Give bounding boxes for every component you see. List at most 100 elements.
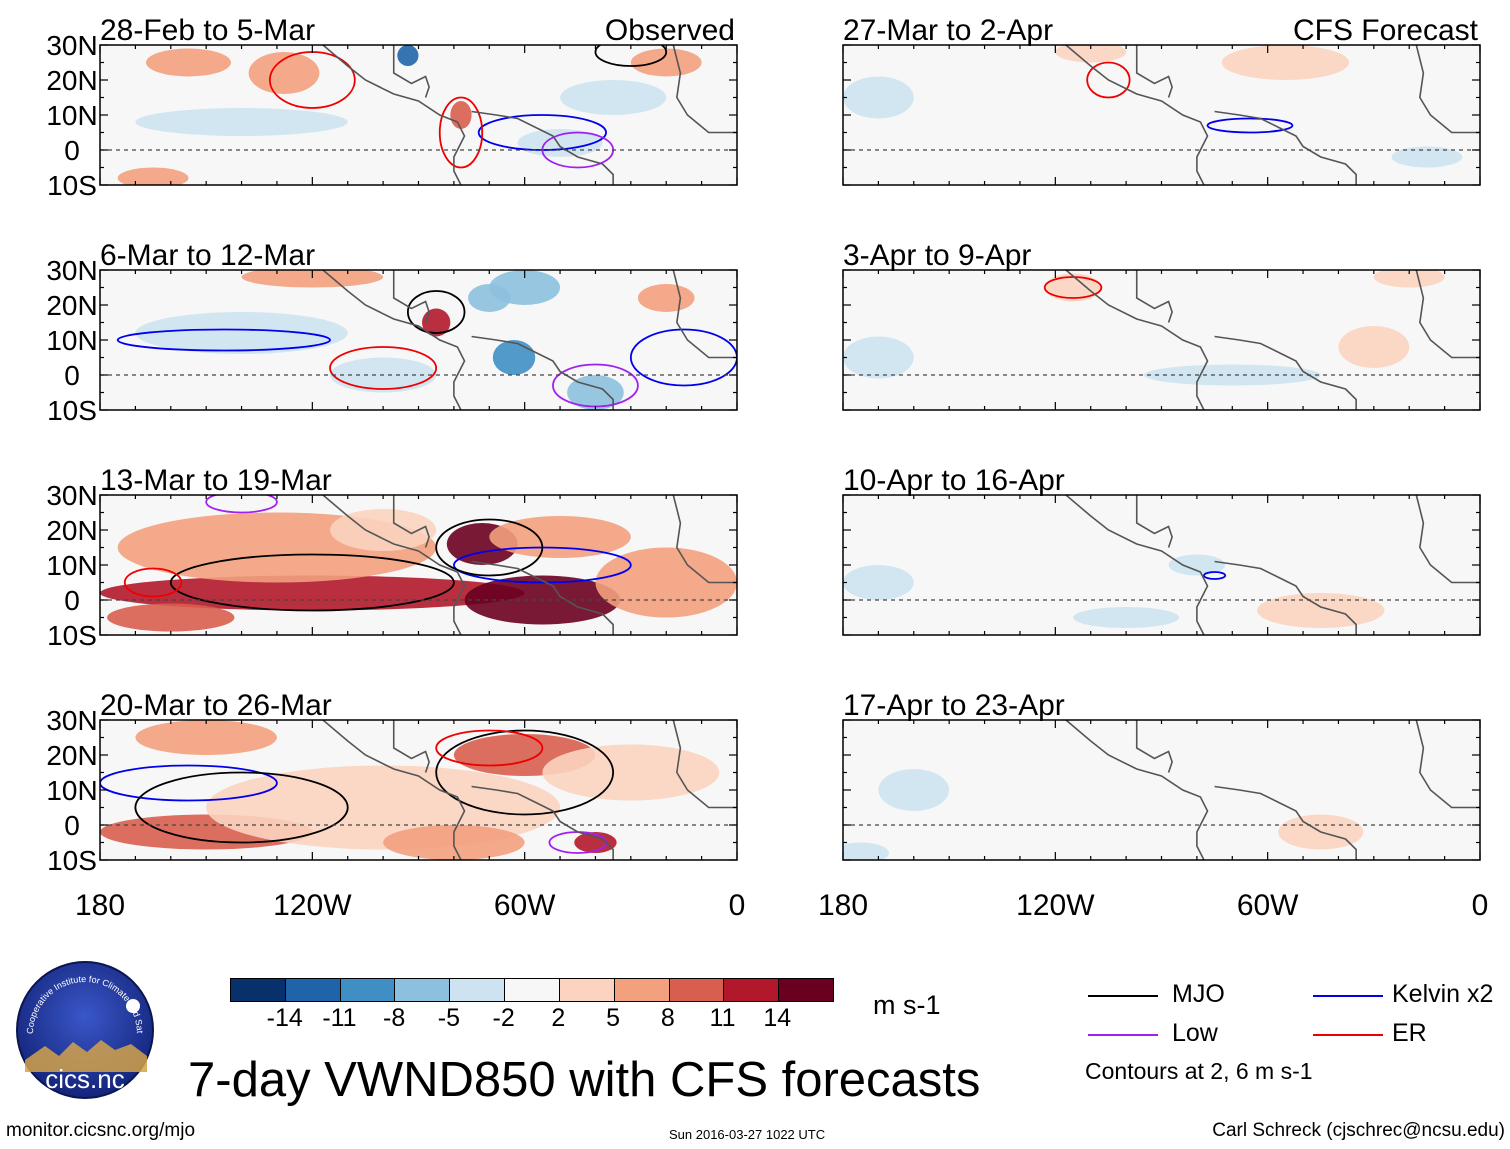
coastline <box>1415 720 1480 809</box>
panel-2: 30N 20N 10N 0 10S 6-Mar to 12-Mar <box>46 239 738 426</box>
y-tick-label: 10N <box>46 550 97 581</box>
coastline <box>672 495 737 584</box>
anomaly-patch <box>422 308 451 337</box>
colorbar-box <box>285 979 341 1001</box>
coastline <box>322 720 466 860</box>
panel-title: 3-Apr to 9-Apr <box>843 239 1031 272</box>
coastline <box>471 785 614 860</box>
anomaly-patch <box>1055 45 1127 63</box>
panel-8: 17-Apr to 23-Apr 180 120W 60W 0 <box>818 689 1488 922</box>
x-tick-label: 0 <box>729 889 746 922</box>
contour-kelvin-x2 <box>1203 571 1227 580</box>
anomaly-patch <box>146 48 231 77</box>
colorbar-label: -11 <box>322 1004 357 1032</box>
anomaly-patch <box>843 336 914 379</box>
colorbar-label: -14 <box>266 1004 303 1032</box>
anomaly-patch <box>1168 554 1226 576</box>
y-tick-label: 10S <box>47 170 97 201</box>
contour-mjo <box>134 771 349 844</box>
contour-er <box>329 346 438 390</box>
anomaly-patch <box>107 603 235 632</box>
contour-mjo <box>435 729 615 816</box>
colorbar <box>230 978 834 1002</box>
anomaly-patch <box>574 832 617 853</box>
anomaly-patch <box>1221 45 1350 80</box>
coastline <box>322 495 466 635</box>
anomaly-patch <box>468 284 511 312</box>
y-tick-label: 30N <box>46 705 97 736</box>
coastline <box>1415 270 1480 359</box>
contour-er <box>1086 61 1131 99</box>
colorbar-box <box>505 979 560 1001</box>
contour-mjo <box>594 45 668 67</box>
panel-title: 6-Mar to 12-Mar <box>100 239 315 272</box>
coastline <box>1135 495 1173 548</box>
contour-er <box>438 96 484 169</box>
y-tick-label: 10S <box>47 845 97 876</box>
footer-url: monitor.cicsnc.org/mjo <box>6 1120 196 1141</box>
anomaly-patch <box>117 167 189 185</box>
colorbar-box <box>231 979 286 1001</box>
colorbar-box <box>340 979 396 1001</box>
x-tick-label: 180 <box>818 889 868 922</box>
y-tick-label: 0 <box>64 135 80 166</box>
y-tick-label: 30N <box>46 480 97 511</box>
anomaly-patch <box>135 312 348 354</box>
contour-er <box>123 567 183 598</box>
y-tick-label: 10S <box>47 395 97 426</box>
contour-mjo <box>169 553 455 612</box>
anomaly-patch <box>1338 326 1410 368</box>
anomaly-patch <box>560 80 667 115</box>
coastline <box>471 335 614 410</box>
anomaly-patch <box>492 340 536 375</box>
coastline <box>322 270 466 410</box>
y-tick-label: 20N <box>46 290 97 321</box>
forecast-label: CFS Forecast <box>1293 14 1479 47</box>
panel-title: 28-Feb to 5-Mar <box>100 14 315 47</box>
y-tick-label: 0 <box>64 585 80 616</box>
legend-line-kelvin <box>1313 995 1383 997</box>
y-tick-label: 30N <box>46 30 97 61</box>
colorbar-label: 14 <box>763 1004 792 1032</box>
x-tick-label: 60W <box>494 889 556 922</box>
anomaly-patch <box>241 270 384 288</box>
y-tick-label: 0 <box>64 360 80 391</box>
anomaly-patch <box>330 509 437 551</box>
anomaly-patch <box>248 52 320 94</box>
colorbar-box <box>450 979 506 1001</box>
anomaly-patch <box>1073 607 1180 628</box>
colorbar-box <box>614 979 670 1001</box>
main-title: 7-day VWND850 with CFS forecasts <box>188 1053 981 1107</box>
legend-line-er <box>1313 1034 1383 1036</box>
panel-background <box>843 45 1480 185</box>
coastline <box>1135 720 1173 773</box>
coastline <box>1214 110 1357 185</box>
x-tick-label: 120W <box>1016 889 1095 922</box>
coastline <box>392 45 430 98</box>
anomaly-patch <box>135 108 348 136</box>
colorbar-box <box>395 979 451 1001</box>
colorbar-label: 8 <box>660 1004 675 1032</box>
colorbar-box <box>779 979 833 1001</box>
coastline <box>322 45 466 185</box>
coastline <box>1214 335 1357 410</box>
colorbar-label: -8 <box>383 1004 406 1032</box>
coastline <box>1065 270 1209 410</box>
coastline <box>392 270 430 323</box>
panel-title: 17-Apr to 23-Apr <box>843 689 1065 722</box>
cics-logo: Cooperative Institute for Climate and Sa… <box>12 952 155 1100</box>
y-tick-label: 10N <box>46 325 97 356</box>
panel-title: 20-Mar to 26-Mar <box>100 689 332 722</box>
panel-6: 3-Apr to 9-Apr <box>842 239 1481 411</box>
y-tick-label: 30N <box>46 255 97 286</box>
coastline <box>1135 45 1173 98</box>
x-tick-label: 0 <box>1472 889 1489 922</box>
y-tick-label: 20N <box>46 740 97 771</box>
colorbar-box <box>724 979 780 1001</box>
coastline <box>1415 45 1480 134</box>
anomaly-patch <box>450 101 472 129</box>
colorbar-label: -5 <box>437 1004 461 1032</box>
panel-1: 30N 20N 10N 0 10S 28-Feb to 5-Mar Observed <box>46 14 738 201</box>
contour-kelvin-x2 <box>1206 117 1294 134</box>
